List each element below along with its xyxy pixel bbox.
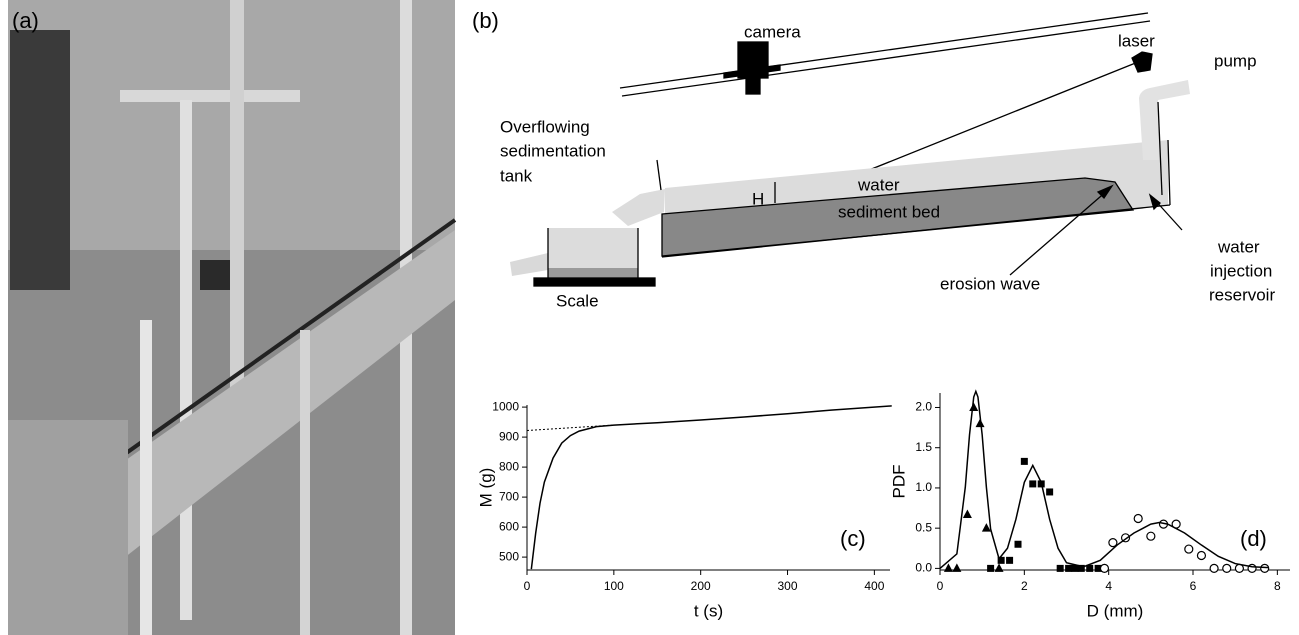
point	[975, 418, 985, 428]
point	[1094, 564, 1102, 572]
y-tick-label: 0.0	[915, 561, 932, 575]
x-tick-label: 6	[1190, 579, 1197, 593]
x-tick-label: 200	[691, 579, 711, 593]
point	[969, 402, 979, 411]
label: reservoir	[1209, 285, 1275, 304]
panel-label: (b)	[472, 8, 499, 33]
y-tick-label: 1.0	[915, 480, 932, 494]
y-tick-label: 1.5	[915, 440, 932, 454]
panel-label: (d)	[1240, 526, 1267, 551]
y-tick-label: 0.5	[915, 520, 932, 534]
label: camera	[744, 22, 801, 41]
label: water	[857, 175, 900, 194]
line	[939, 389, 1269, 569]
y-tick-label: 500	[499, 549, 519, 563]
x-tick-label: 300	[778, 579, 798, 593]
point	[1209, 563, 1219, 573]
y-axis-label: PDF	[889, 465, 908, 499]
diagram	[510, 12, 1190, 287]
y-tick-label: 700	[499, 489, 519, 503]
label: Scale	[556, 291, 599, 310]
point	[1184, 544, 1194, 554]
x-tick-label: 0	[524, 579, 531, 593]
point	[1065, 564, 1073, 572]
point	[952, 563, 962, 572]
point	[997, 556, 1005, 564]
point	[943, 563, 953, 572]
point	[1077, 564, 1085, 572]
line	[530, 405, 892, 570]
x-tick-label: 0	[937, 579, 944, 593]
label: erosion wave	[940, 274, 1040, 293]
label: sediment bed	[838, 202, 940, 221]
x-tick-label: 100	[604, 579, 624, 593]
point	[1146, 531, 1156, 541]
point	[1014, 540, 1022, 548]
label: laser	[1118, 31, 1155, 50]
photo	[8, 0, 457, 635]
x-tick-label: 8	[1274, 579, 1281, 593]
point	[962, 509, 972, 518]
point	[1196, 550, 1207, 561]
y-tick-label: 2.0	[915, 400, 932, 414]
point	[987, 564, 995, 572]
point	[1086, 564, 1094, 572]
panel-label: (a)	[12, 8, 39, 33]
y-tick-label: 600	[499, 519, 519, 533]
x-tick-label: 4	[1105, 579, 1112, 593]
label: water	[1217, 237, 1260, 256]
point	[1260, 563, 1270, 573]
point	[1222, 563, 1232, 573]
x-tick-label: 2	[1021, 579, 1028, 593]
x-tick-label: 400	[864, 579, 884, 593]
y-tick-label: 800	[499, 459, 519, 473]
label: injection	[1210, 261, 1272, 280]
label: Overflowing	[500, 117, 590, 136]
point	[994, 563, 1004, 572]
y-tick-label: 900	[499, 429, 519, 443]
y-axis-label: M (g)	[476, 468, 495, 508]
point	[981, 523, 991, 532]
label: pump	[1214, 51, 1257, 70]
label: sedimentation	[500, 141, 606, 160]
point	[1029, 480, 1037, 488]
point	[1020, 457, 1028, 465]
x-axis-label: D (mm)	[1087, 601, 1144, 620]
label: tank	[500, 166, 533, 185]
point	[1046, 488, 1054, 496]
x-axis-label: t (s)	[694, 601, 723, 620]
y-tick-label: 1000	[492, 399, 519, 413]
point	[1056, 564, 1064, 572]
point	[1071, 564, 1079, 572]
point	[1133, 513, 1143, 524]
dashed-line	[526, 424, 614, 431]
panel-label: (c)	[840, 526, 866, 551]
point	[1099, 563, 1110, 573]
point	[1006, 556, 1014, 564]
label: H	[752, 189, 764, 208]
point	[1108, 538, 1118, 548]
